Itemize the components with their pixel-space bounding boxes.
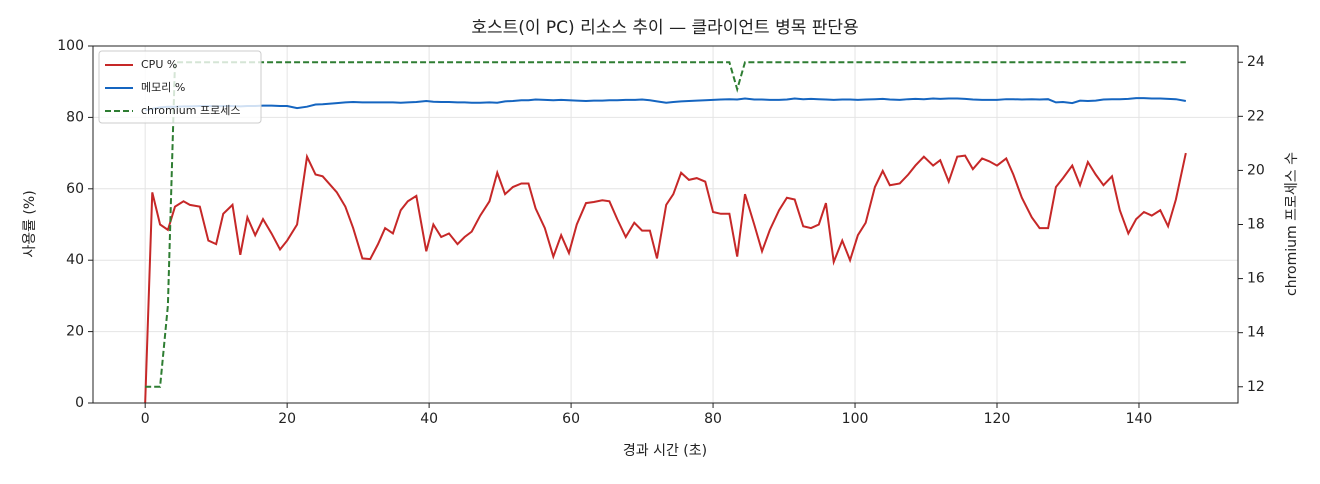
legend-label: CPU % — [141, 58, 177, 71]
legend-box — [98, 50, 262, 124]
y-tick-label: 20 — [66, 324, 84, 340]
y2-tick-label: 24 — [1247, 54, 1265, 70]
y2-tick-label: 16 — [1247, 271, 1265, 287]
chart-title: 호스트(이 PC) 리소스 추이 — 클라이언트 병목 판단용 — [471, 18, 858, 38]
y2-tick-label: 22 — [1247, 108, 1265, 124]
x-tick-label: 80 — [704, 411, 722, 427]
legend-label: 메모리 % — [141, 81, 185, 94]
y-tick-label: 80 — [66, 109, 84, 125]
series-line — [145, 61, 1186, 388]
legend: CPU % 메모리 % chromium 프로세스 — [98, 50, 262, 124]
x-tick-label: 100 — [842, 411, 869, 427]
y2-tick-label: 14 — [1247, 325, 1265, 341]
series-line — [144, 152, 1187, 404]
series-line — [144, 97, 1187, 112]
x-tick-label: 120 — [984, 411, 1011, 427]
y2-axis-label: chromium 프로세스 수 — [1284, 152, 1300, 296]
y-tick-label: 40 — [66, 252, 84, 268]
legend-label: chromium 프로세스 — [141, 104, 240, 117]
y-tick-label: 60 — [66, 181, 84, 197]
y2-tick-label: 12 — [1247, 379, 1265, 395]
y2-tick-label: 20 — [1247, 162, 1265, 178]
plot-frame — [92, 45, 1239, 404]
x-tick-label: 20 — [278, 411, 296, 427]
x-tick-label: 140 — [1126, 411, 1153, 427]
y2-tick-label: 18 — [1247, 217, 1265, 233]
x-tick-label: 60 — [562, 411, 580, 427]
x-tick-label: 40 — [420, 411, 438, 427]
x-tick-label: 0 — [141, 411, 150, 427]
y-tick-label: 100 — [57, 38, 84, 54]
y-tick-label: 0 — [75, 395, 84, 411]
x-axis-label: 경과 시간 (초) — [623, 443, 707, 459]
y-axis-label: 사용률 (%) — [22, 190, 38, 257]
